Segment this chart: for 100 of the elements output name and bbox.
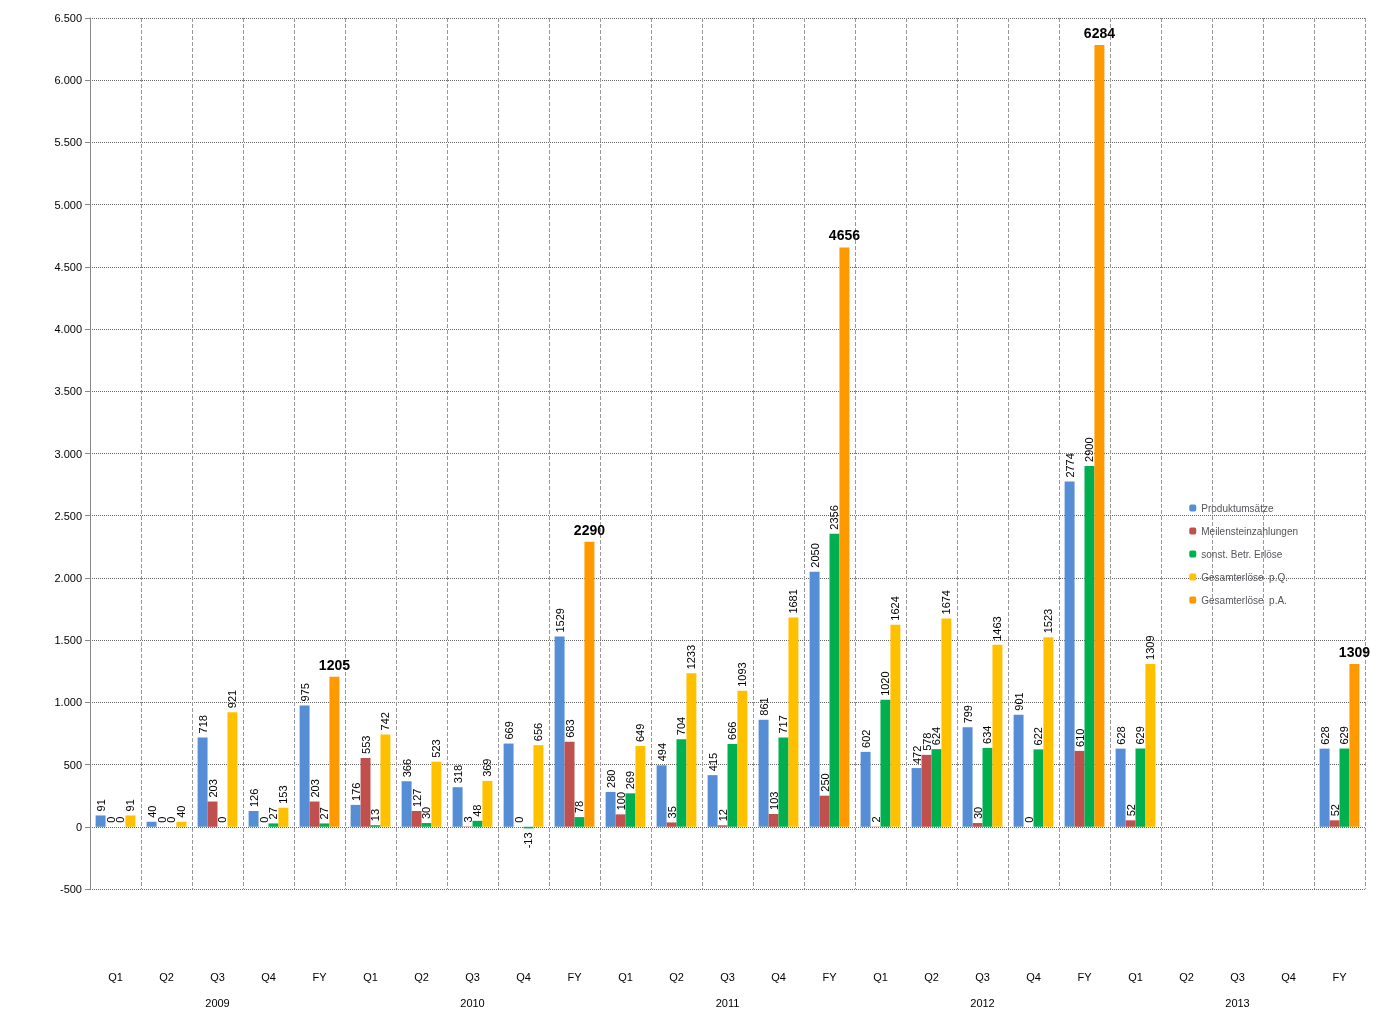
bar: [788, 617, 799, 827]
text: 2012: [970, 996, 995, 1009]
x-tick-label: Q3: [465, 970, 480, 983]
bar: [1329, 820, 1340, 827]
data-label: 901: [1012, 692, 1025, 711]
bar: [921, 754, 932, 827]
data-label: 2356: [828, 505, 841, 530]
bar: [146, 821, 157, 827]
bar: [666, 822, 677, 827]
y-tick-label: -500: [59, 883, 82, 895]
bar: [686, 673, 697, 827]
x-tick-label: Q4: [1026, 970, 1041, 983]
x-tick-label: Q1: [873, 970, 888, 983]
bar: [1074, 750, 1085, 827]
bar: [360, 757, 371, 827]
bar: [992, 644, 1003, 827]
data-label: 718: [196, 715, 209, 734]
bar: [635, 746, 646, 827]
y-tick-label: 3.500: [54, 385, 82, 398]
bar: [829, 533, 840, 827]
bar: [778, 737, 789, 827]
bar: [1339, 748, 1350, 827]
bar: [1319, 748, 1330, 827]
x-tick-label: Q2: [669, 970, 684, 983]
bar: [299, 705, 310, 827]
data-label: 1205: [318, 656, 351, 673]
data-label: 40: [145, 805, 158, 818]
y-tick-label: 3.000: [54, 447, 82, 460]
data-label: 624: [930, 726, 943, 746]
bar: [472, 820, 483, 827]
data-label: 91: [94, 799, 107, 812]
data-label: 629: [1338, 726, 1351, 745]
data-label: 553: [359, 735, 372, 754]
bar: [268, 823, 279, 827]
bar: [554, 636, 565, 827]
bar: [278, 807, 289, 827]
data-label: 2774: [1063, 453, 1076, 478]
data-label: 649: [634, 723, 647, 743]
text: 2011: [715, 996, 740, 1009]
bar: [95, 815, 106, 827]
x-tick-label: Q4: [261, 970, 276, 983]
bar: [1135, 748, 1146, 827]
data-label: 203: [308, 779, 321, 798]
legend-label: Meilensteinzahlungen: [1201, 525, 1298, 537]
data-label: 6284: [1083, 24, 1116, 41]
bar: [1145, 663, 1156, 827]
data-label: 666: [726, 721, 739, 740]
bar: [737, 690, 748, 827]
bar: [533, 745, 544, 827]
bar: [431, 761, 442, 827]
data-label: 48: [471, 804, 484, 817]
data-label: 153: [277, 785, 290, 804]
bar: [1013, 714, 1024, 827]
data-label: 1233: [685, 644, 698, 670]
y-tick-label: 2.000: [54, 571, 82, 584]
bar: [615, 814, 626, 827]
x-tick-label: FY: [312, 970, 328, 983]
data-label: 30: [420, 806, 433, 820]
bar: [819, 795, 830, 827]
x-tick-label: Q4: [1281, 970, 1296, 983]
data-label: 0: [512, 816, 525, 823]
data-label: 103: [767, 791, 780, 810]
x-tick-label: Q2: [924, 970, 939, 983]
data-label: 2050: [808, 543, 821, 568]
text: 2009: [205, 996, 230, 1009]
data-label: 578: [920, 732, 933, 751]
bar: [1094, 44, 1105, 827]
bar: [931, 749, 942, 827]
x-tick-label: Q2: [1179, 970, 1194, 983]
data-label: 2: [869, 816, 882, 823]
legend-label: Produktumsätze: [1201, 502, 1274, 514]
bar: [625, 793, 636, 827]
x-tick-label: Q2: [159, 970, 174, 983]
bar: [452, 787, 463, 827]
bar: [1125, 820, 1136, 827]
data-label: 0: [114, 816, 127, 823]
data-label: 669: [502, 721, 515, 740]
data-label: 40: [175, 805, 188, 818]
data-label: 704: [675, 716, 688, 736]
data-label: 2900: [1083, 437, 1096, 462]
data-label: 628: [1114, 726, 1127, 745]
y-tick-label: 2.500: [54, 509, 82, 522]
data-label: 1020: [879, 671, 892, 696]
bar: [656, 765, 667, 827]
data-label: 280: [604, 769, 617, 788]
data-label: 799: [961, 705, 974, 724]
data-label: 2290: [573, 521, 606, 538]
y-tick-label: 1.500: [54, 634, 82, 647]
data-label: 634: [981, 725, 994, 744]
data-label: 683: [563, 719, 576, 738]
bar: [380, 734, 391, 827]
data-label: 91: [124, 799, 137, 812]
x-tick-label: Q1: [1128, 970, 1143, 983]
data-label: 13: [369, 808, 382, 822]
x-tick-label: Q1: [363, 970, 378, 983]
x-tick-label: Q1: [618, 970, 633, 983]
bar: [982, 747, 993, 827]
data-label: 472: [910, 745, 923, 765]
data-label: 0: [257, 816, 270, 823]
bar: [482, 780, 493, 827]
